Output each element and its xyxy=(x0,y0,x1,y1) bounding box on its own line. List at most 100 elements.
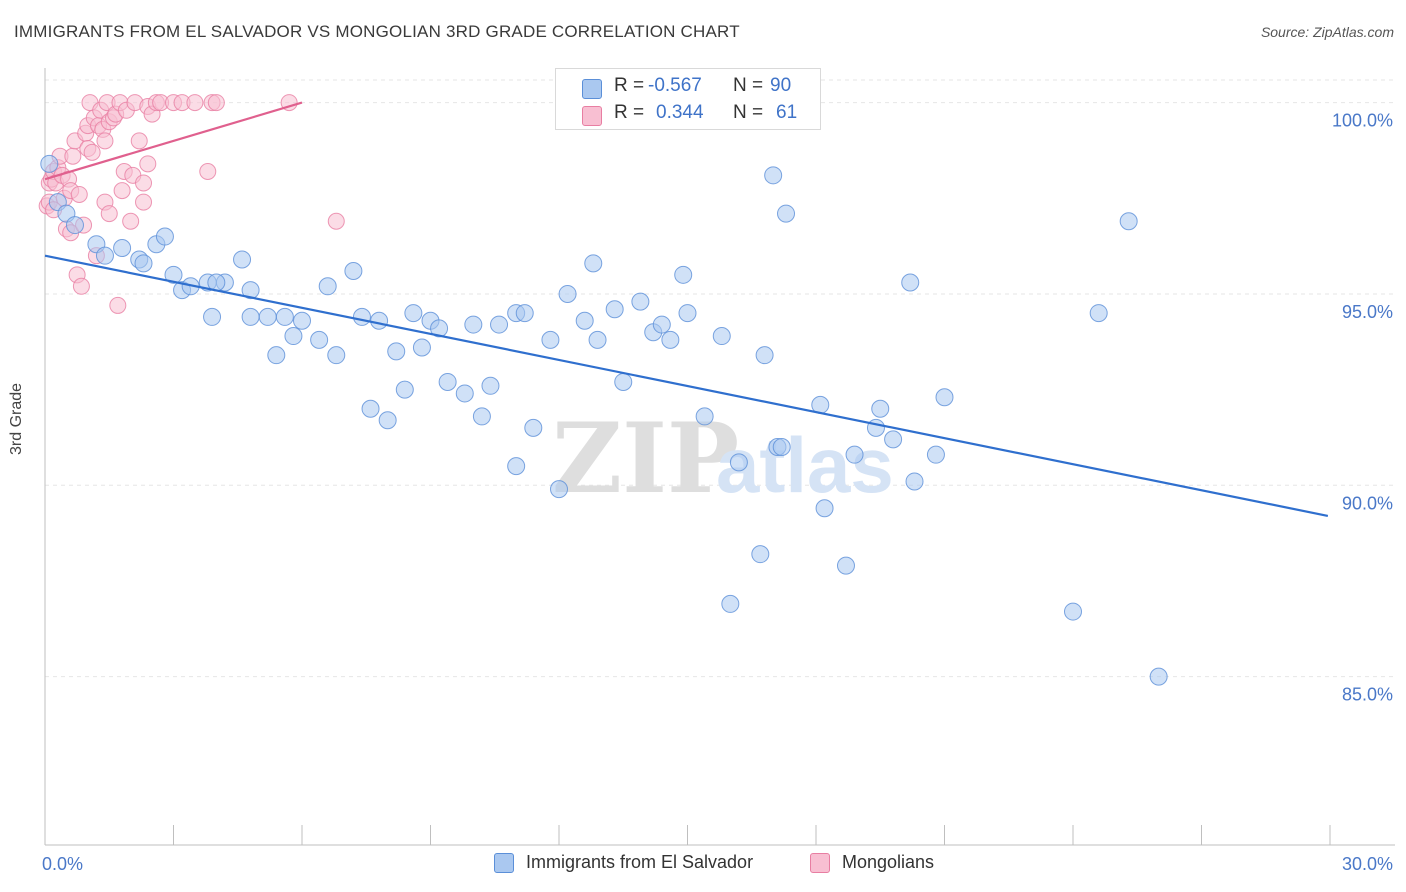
watermark: ZIP atlas xyxy=(552,402,894,515)
y-tick-label: 85.0% xyxy=(1342,685,1393,705)
point-el-salvador xyxy=(631,292,650,311)
y-tick-label: 100.0% xyxy=(1332,111,1393,131)
point-el-salvador xyxy=(490,315,509,334)
point-el-salvador xyxy=(614,372,633,391)
point-el-salvador xyxy=(65,216,84,235)
point-el-salvador xyxy=(507,457,526,476)
point-el-salvador xyxy=(558,284,577,303)
point-el-salvador xyxy=(584,254,603,273)
point-el-salvador xyxy=(652,315,671,334)
point-el-salvador xyxy=(378,411,397,430)
stats-swatch-blue xyxy=(582,79,602,99)
point-el-salvador xyxy=(387,342,406,361)
legend-swatch-blue xyxy=(494,852,514,873)
trend-line-el-salvador xyxy=(44,254,1329,517)
gridlines xyxy=(45,79,1395,678)
point-el-salvador xyxy=(588,330,607,349)
point-el-salvador xyxy=(1119,212,1138,231)
point-el-salvador xyxy=(164,265,183,284)
legend-label-el-salvador: Immigrants from El Salvador xyxy=(526,852,754,872)
stats-n-label: N = xyxy=(733,102,764,123)
point-el-salvador xyxy=(755,346,774,365)
point-el-salvador xyxy=(524,418,543,437)
point-mongolian xyxy=(207,94,225,112)
stats-r-label: R = xyxy=(614,102,645,123)
point-el-salvador xyxy=(284,327,303,346)
stats-n-value-blue: 90 xyxy=(770,75,792,96)
point-el-salvador xyxy=(541,330,560,349)
point-el-salvador xyxy=(674,265,693,284)
point-el-salvador xyxy=(729,453,748,472)
stats-legend: R = -0.567 N = 90 R = 0.344 N = 61 xyxy=(555,68,821,130)
stats-n-value-pink: 61 xyxy=(776,102,798,123)
trend-lines xyxy=(44,101,1329,517)
legend-item-mongolians[interactable]: Mongolians xyxy=(810,852,934,873)
point-el-salvador xyxy=(134,254,153,273)
point-el-salvador xyxy=(935,388,954,407)
point-el-salvador xyxy=(884,430,903,449)
point-el-salvador xyxy=(712,327,731,346)
point-el-salvador xyxy=(764,166,783,185)
point-el-salvador xyxy=(155,227,174,246)
point-el-salvador xyxy=(412,338,431,357)
point-el-salvador xyxy=(926,445,945,464)
point-mongolian xyxy=(96,132,114,150)
trend-line-mongolians xyxy=(44,101,303,181)
point-el-salvador xyxy=(772,438,791,457)
point-el-salvador xyxy=(721,594,740,613)
point-el-salvador xyxy=(258,307,277,326)
point-el-salvador xyxy=(678,304,697,323)
point-el-salvador xyxy=(605,300,624,319)
point-mongolian xyxy=(70,185,88,203)
point-mongolian xyxy=(135,174,153,192)
point-el-salvador xyxy=(695,407,714,426)
point-el-salvador xyxy=(361,399,380,418)
point-mongolian xyxy=(64,147,82,165)
stats-r-value-pink: 0.344 xyxy=(656,102,704,123)
point-el-salvador xyxy=(455,384,474,403)
point-el-salvador xyxy=(370,311,389,330)
point-el-salvador xyxy=(905,472,924,491)
stats-swatch-pink xyxy=(582,106,602,126)
legend-swatch-pink xyxy=(810,852,830,873)
point-el-salvador xyxy=(815,499,834,518)
point-el-salvador xyxy=(318,277,337,296)
legend-label-mongolians: Mongolians xyxy=(842,852,935,872)
point-mongolian xyxy=(72,277,90,295)
point-el-salvador xyxy=(95,246,114,265)
point-el-salvador xyxy=(352,307,371,326)
legend-item-el-salvador[interactable]: Immigrants from El Salvador xyxy=(494,852,753,873)
point-el-salvador xyxy=(751,545,770,564)
x-tick-label: 0.0% xyxy=(42,854,83,874)
point-mongolian xyxy=(199,162,217,180)
point-el-salvador xyxy=(777,204,796,223)
point-el-salvador xyxy=(1089,304,1108,323)
source-label: Source: ZipAtlas.com xyxy=(1260,24,1394,40)
series-mongolians xyxy=(38,94,345,314)
point-el-salvador xyxy=(575,311,594,330)
bottom-legend: Immigrants from El Salvador Mongolians xyxy=(0,852,1406,878)
y-tick-label: 90.0% xyxy=(1342,493,1393,513)
stats-n-label: N = xyxy=(733,75,764,96)
point-el-salvador xyxy=(275,307,294,326)
point-mongolian xyxy=(113,182,131,200)
point-el-salvador xyxy=(293,311,311,330)
point-mongolian xyxy=(186,94,204,112)
point-el-salvador xyxy=(344,261,363,280)
point-el-salvador xyxy=(464,315,483,334)
point-el-salvador xyxy=(515,304,534,323)
point-el-salvador xyxy=(203,307,222,326)
x-tick-label: 30.0% xyxy=(1342,854,1393,874)
point-el-salvador xyxy=(267,346,286,365)
point-el-salvador xyxy=(395,380,414,399)
point-el-salvador xyxy=(241,281,260,300)
point-el-salvador xyxy=(310,330,329,349)
point-el-salvador xyxy=(1149,667,1168,686)
point-el-salvador xyxy=(901,273,920,292)
point-mongolian xyxy=(100,205,118,223)
point-mongolian xyxy=(122,212,140,230)
chart-title: IMMIGRANTS FROM EL SALVADOR VS MONGOLIAN… xyxy=(14,22,740,41)
point-el-salvador xyxy=(404,304,423,323)
point-el-salvador xyxy=(472,407,491,426)
